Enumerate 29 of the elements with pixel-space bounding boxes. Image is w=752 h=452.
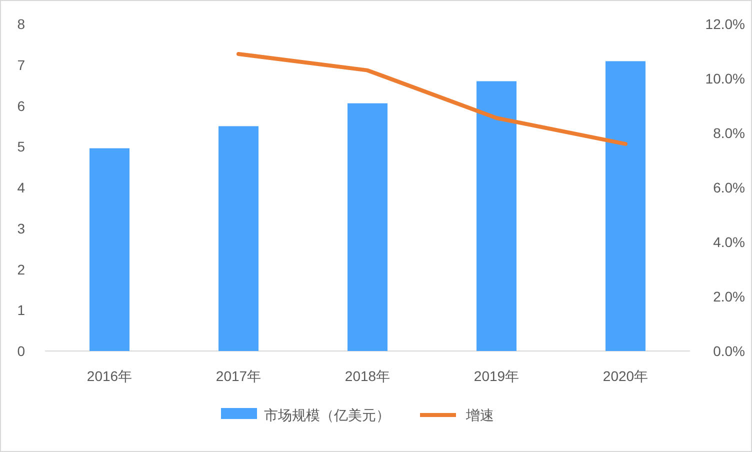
y-tick-label: 6 xyxy=(17,98,26,114)
y-tick-label: 4 xyxy=(17,180,26,196)
y2-tick-label: 0.0% xyxy=(713,343,745,359)
x-tick-label: 2016年 xyxy=(86,368,132,384)
y2-tick-label: 12.0% xyxy=(705,16,745,32)
bar xyxy=(218,126,258,351)
y2-tick-label: 2.0% xyxy=(713,288,745,304)
y-tick-label: 5 xyxy=(17,138,26,155)
x-tick-label: 2020年 xyxy=(602,368,648,384)
bar xyxy=(90,148,130,351)
y-tick-label: 7 xyxy=(17,56,26,73)
y-tick-label: 0 xyxy=(17,343,26,359)
y-tick-label: 8 xyxy=(17,16,26,32)
x-tick-label: 2017年 xyxy=(216,368,262,384)
bar xyxy=(476,81,516,351)
y2-tick-label: 6.0% xyxy=(713,180,745,196)
y2-tick-label: 4.0% xyxy=(713,234,745,250)
bar xyxy=(606,61,646,351)
line-series xyxy=(236,52,628,146)
y2-tick-label: 10.0% xyxy=(705,70,745,86)
legend-label: 增速 xyxy=(465,407,494,423)
bar xyxy=(348,103,388,351)
legend-label: 市场规模（亿美元） xyxy=(264,407,390,423)
x-tick-label: 2018年 xyxy=(344,368,390,384)
y-tick-label: 3 xyxy=(17,220,26,236)
y2-tick-label: 8.0% xyxy=(713,125,745,141)
y-tick-label: 1 xyxy=(17,302,26,318)
y-tick-label: 2 xyxy=(17,261,26,278)
x-tick-label: 2019年 xyxy=(474,368,520,384)
